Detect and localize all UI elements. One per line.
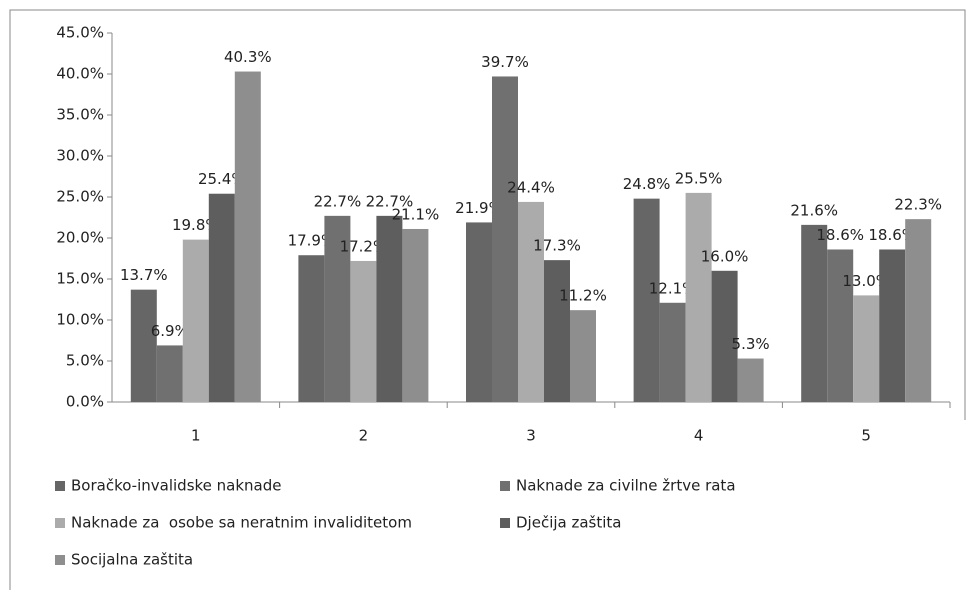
x-tick-label: 2 [359, 427, 369, 445]
value-label: 5.3% [732, 335, 770, 353]
value-label: 19.8% [172, 216, 220, 234]
value-label: 22.7% [314, 192, 362, 210]
x-tick-label: 1 [191, 427, 201, 445]
value-label: 25.5% [675, 169, 723, 187]
bar [402, 228, 429, 402]
value-label: 39.7% [481, 53, 529, 71]
x-tick-label: 5 [861, 427, 871, 445]
bar [298, 255, 325, 402]
value-label: 6.9% [151, 322, 189, 340]
value-label: 12.1% [649, 279, 697, 297]
legend-label: Boračko-invalidske naknade [71, 477, 282, 495]
y-tick-label: 15.0% [56, 270, 104, 288]
bar [905, 219, 932, 402]
value-label: 17.3% [533, 237, 581, 255]
bar [801, 224, 828, 402]
value-label: 24.4% [507, 178, 555, 196]
bar [570, 310, 596, 402]
y-tick-label: 0.0% [66, 393, 104, 411]
bar [518, 201, 544, 402]
value-label: 17.9% [288, 232, 336, 250]
chart-frame [9, 9, 966, 590]
legend-swatch [55, 481, 65, 491]
value-label: 21.1% [392, 205, 440, 223]
y-tick-label: 45.0% [56, 24, 104, 42]
y-tick-label: 35.0% [56, 106, 104, 124]
value-label: 13.0% [842, 272, 890, 290]
value-label: 40.3% [224, 48, 272, 66]
value-label: 18.6% [868, 226, 916, 244]
bar [182, 239, 209, 402]
x-tick-label: 3 [526, 427, 536, 445]
value-label: 21.9% [455, 199, 503, 217]
y-tick-label: 10.0% [56, 311, 104, 329]
y-tick-label: 30.0% [56, 147, 104, 165]
bar [879, 249, 906, 402]
bar [492, 76, 518, 403]
legend-swatch [500, 481, 510, 491]
bar [156, 345, 183, 402]
bar [466, 222, 492, 402]
legend-label: Naknade za osobe sa neratnim invaliditet… [71, 514, 412, 532]
x-tick-label: 4 [694, 427, 704, 445]
y-tick-label: 40.0% [56, 65, 104, 83]
legend-label: Socijalna zaštita [71, 551, 193, 569]
bar [234, 71, 261, 402]
value-label: 13.7% [120, 266, 168, 284]
value-label: 16.0% [701, 247, 749, 265]
bar [350, 260, 377, 402]
legend-label: Dječija zaštita [516, 514, 622, 532]
bar [711, 270, 738, 402]
bar [633, 198, 660, 402]
value-label: 22.3% [894, 196, 942, 214]
value-label: 24.8% [623, 175, 671, 193]
value-label: 11.2% [559, 287, 607, 305]
value-label: 18.6% [816, 226, 864, 244]
legend-swatch [500, 518, 510, 528]
y-tick-label: 5.0% [66, 352, 104, 370]
bar [130, 289, 157, 402]
value-label: 22.7% [366, 192, 414, 210]
value-label: 21.6% [790, 201, 838, 219]
y-tick-label: 20.0% [56, 229, 104, 247]
bar [208, 193, 235, 402]
bar [853, 295, 880, 402]
bar [544, 260, 570, 402]
bar [324, 215, 351, 402]
legend-swatch [55, 518, 65, 528]
value-label: 17.2% [340, 237, 388, 255]
bar [376, 215, 403, 402]
bar [827, 249, 854, 402]
legend-label: Naknade za civilne žrtve rata [516, 477, 736, 495]
legend-swatch [55, 555, 65, 565]
bar [685, 192, 712, 402]
y-tick-label: 25.0% [56, 188, 104, 206]
bar [659, 302, 686, 402]
value-label: 25.4% [198, 170, 246, 188]
bar [737, 358, 764, 402]
